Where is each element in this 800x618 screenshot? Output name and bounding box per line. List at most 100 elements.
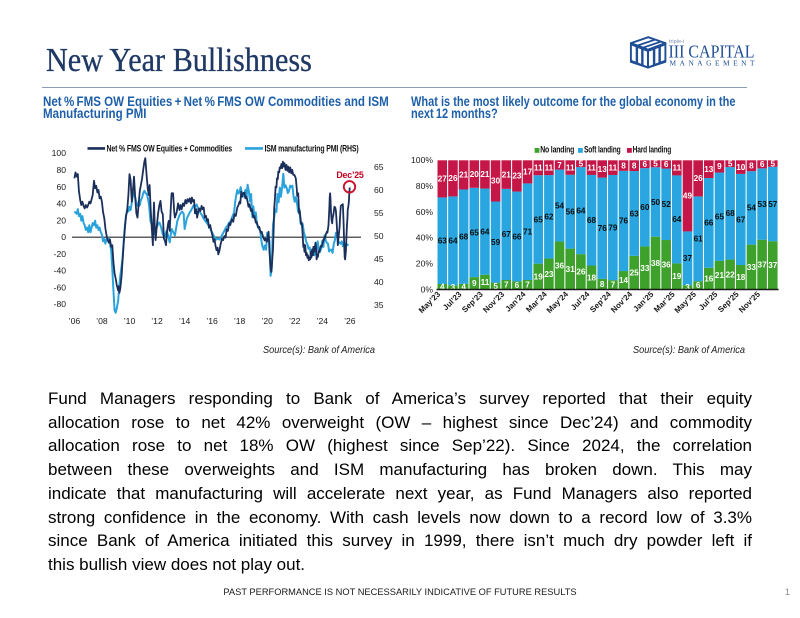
svg-text:54: 54 [747, 204, 757, 213]
svg-text:62: 62 [544, 213, 554, 222]
svg-text:60: 60 [56, 182, 66, 192]
svg-text:19: 19 [534, 272, 544, 281]
svg-text:0: 0 [61, 232, 66, 242]
svg-text:’22: ’22 [289, 316, 301, 326]
svg-text:7: 7 [611, 281, 616, 290]
svg-text:Sep’25: Sep’25 [716, 289, 741, 314]
svg-text:’12: ’12 [151, 316, 163, 326]
svg-text:40: 40 [56, 199, 66, 209]
svg-text:7: 7 [525, 281, 530, 290]
svg-text:III CAPITAL: III CAPITAL [669, 42, 755, 62]
svg-text:9: 9 [717, 162, 722, 171]
svg-text:Source(s): Bank of America: Source(s): Bank of America [633, 344, 745, 356]
svg-text:60: 60 [374, 185, 384, 195]
svg-text:7: 7 [504, 281, 509, 290]
svg-text:5: 5 [770, 159, 775, 168]
svg-text:64: 64 [672, 215, 682, 224]
svg-text:-80: -80 [54, 299, 67, 309]
svg-text:36: 36 [662, 261, 672, 270]
svg-text:8: 8 [621, 161, 626, 170]
svg-text:Dec’25: Dec’25 [336, 170, 363, 180]
svg-text:40: 40 [374, 277, 384, 287]
svg-text:18: 18 [587, 273, 597, 282]
svg-text:71: 71 [523, 228, 533, 237]
svg-text:57: 57 [768, 200, 778, 209]
svg-text:80%: 80% [416, 181, 434, 191]
svg-text:13: 13 [598, 165, 608, 174]
svg-text:80: 80 [56, 165, 66, 175]
svg-text:35: 35 [374, 300, 384, 310]
svg-text:64: 64 [480, 227, 490, 236]
svg-text:’10: ’10 [124, 316, 136, 326]
svg-text:68: 68 [459, 233, 469, 242]
svg-text:5: 5 [653, 160, 658, 169]
svg-text:3: 3 [451, 283, 456, 292]
svg-text:65: 65 [715, 213, 725, 222]
svg-text:ISM manufacturing PMI (RHS): ISM manufacturing PMI (RHS) [265, 143, 359, 153]
svg-text:11: 11 [545, 164, 554, 173]
svg-text:22: 22 [726, 270, 736, 279]
svg-text:26: 26 [576, 268, 586, 277]
svg-text:45: 45 [374, 254, 384, 264]
svg-text:33: 33 [640, 264, 650, 273]
svg-text:Jan’24: Jan’24 [504, 289, 528, 313]
svg-text:5: 5 [728, 160, 733, 169]
svg-text:5: 5 [579, 160, 584, 169]
svg-text:30: 30 [491, 177, 501, 186]
svg-text:11: 11 [481, 278, 490, 287]
svg-text:27: 27 [438, 175, 448, 184]
svg-text:8: 8 [632, 161, 637, 170]
svg-text:17: 17 [523, 168, 533, 177]
svg-text:68: 68 [726, 209, 736, 218]
svg-text:11: 11 [534, 164, 543, 173]
svg-text:55: 55 [374, 208, 384, 218]
svg-text:-20: -20 [54, 249, 67, 259]
svg-text:Sep’23: Sep’23 [460, 289, 485, 314]
svg-text:33: 33 [747, 263, 757, 272]
svg-text:Nov’24: Nov’24 [609, 289, 634, 314]
svg-text:Jan’25: Jan’25 [631, 289, 655, 313]
svg-text:60: 60 [640, 203, 650, 212]
svg-text:31: 31 [566, 265, 576, 274]
svg-text:-40: -40 [54, 266, 67, 276]
svg-text:Nov’25: Nov’25 [737, 289, 762, 314]
svg-text:May’24: May’24 [545, 289, 571, 315]
svg-text:21: 21 [715, 271, 725, 280]
svg-text:37: 37 [683, 254, 693, 263]
svg-text:7: 7 [557, 161, 562, 170]
svg-text:19: 19 [672, 272, 682, 281]
svg-text:Soft landing: Soft landing [584, 145, 621, 155]
svg-text:Hard landing: Hard landing [633, 145, 672, 155]
svg-text:25: 25 [630, 268, 640, 277]
svg-text:66: 66 [704, 219, 714, 228]
svg-text:3: 3 [685, 283, 690, 292]
svg-text:13: 13 [704, 165, 714, 174]
svg-text:50: 50 [651, 198, 661, 207]
svg-text:26: 26 [694, 174, 704, 183]
svg-text:’16: ’16 [206, 316, 218, 326]
svg-text:11: 11 [609, 163, 618, 172]
svg-text:’24: ’24 [317, 316, 329, 326]
svg-text:60%: 60% [416, 207, 434, 217]
svg-text:’20: ’20 [261, 316, 273, 326]
svg-text:14: 14 [619, 276, 629, 285]
svg-text:No landing: No landing [540, 145, 574, 155]
svg-text:67: 67 [736, 215, 746, 224]
svg-text:100: 100 [52, 148, 67, 158]
svg-text:6: 6 [515, 281, 520, 290]
svg-text:56: 56 [566, 208, 576, 217]
svg-text:Sep’24: Sep’24 [588, 289, 613, 314]
svg-text:40%: 40% [416, 233, 434, 243]
svg-text:Nov’23: Nov’23 [481, 289, 506, 314]
svg-text:21: 21 [459, 171, 469, 180]
svg-text:64: 64 [448, 237, 458, 246]
svg-text:9: 9 [472, 279, 477, 288]
svg-text:59: 59 [491, 238, 501, 247]
svg-text:5: 5 [493, 282, 498, 291]
svg-text:11: 11 [587, 163, 596, 172]
svg-text:63: 63 [438, 237, 448, 246]
svg-text:11: 11 [566, 163, 575, 172]
svg-text:53: 53 [758, 200, 768, 209]
svg-text:36: 36 [555, 261, 565, 270]
svg-text:0%: 0% [421, 284, 434, 294]
